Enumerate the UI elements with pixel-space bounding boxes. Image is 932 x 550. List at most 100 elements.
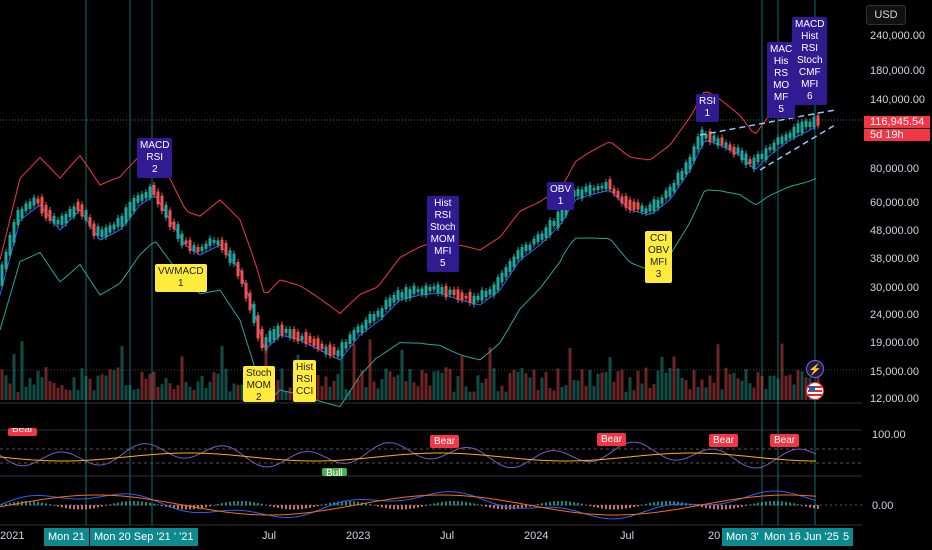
volume-bar (564, 385, 568, 400)
volume-bar (712, 382, 716, 400)
price-tick: 19,000.00 (870, 337, 919, 349)
bear-pill[interactable]: Bear (430, 435, 460, 448)
candle-body (204, 243, 208, 249)
volume-bar (360, 370, 364, 400)
macd-histogram-bar (293, 505, 295, 510)
candle-body (464, 295, 468, 299)
macd-histogram-bar (665, 501, 667, 506)
us-flag-icon[interactable] (806, 382, 824, 400)
bear-pill[interactable]: Bear (709, 434, 739, 447)
bear-pill[interactable]: Bear (597, 433, 627, 446)
candle-body (312, 338, 316, 346)
candle-body (40, 196, 44, 214)
bull-signal-label[interactable]: Hist RSI CCI (293, 360, 317, 402)
macd-histogram-bar (737, 505, 739, 508)
candle-body (116, 218, 120, 227)
bull-signal-label[interactable]: Stoch MOM 2 (243, 366, 275, 402)
macd-histogram-bar (465, 501, 467, 506)
bull-signal-label[interactable]: CCI OBV MFI 3 (645, 231, 673, 283)
candle-body (88, 217, 92, 227)
macd-histogram-bar (601, 505, 603, 509)
bear-signal-label[interactable]: OBV 1 (547, 182, 575, 210)
candle-body (344, 341, 348, 349)
price-axis[interactable] (862, 0, 932, 550)
volume-bar (600, 372, 604, 400)
candle-body (692, 146, 696, 162)
volume-bar (400, 349, 404, 400)
candle-body (608, 179, 612, 190)
candle-body (588, 184, 592, 195)
lower-band-line (0, 177, 817, 408)
volume-bar (788, 374, 792, 400)
candle-body (812, 116, 816, 128)
candle-body (60, 215, 64, 225)
volume-bar (168, 383, 172, 400)
bear-signal-label[interactable]: RSI 1 (696, 94, 719, 122)
macd-histogram-bar (353, 501, 355, 506)
volume-bar (280, 368, 284, 400)
macd-histogram-bar (713, 505, 715, 510)
macd-histogram-bar (85, 505, 87, 510)
candle-body (4, 251, 8, 269)
volume-bar (536, 389, 540, 400)
candle-body (104, 227, 108, 238)
macd-histogram-bar (461, 501, 463, 506)
macd-line (0, 490, 817, 520)
candle-body (808, 121, 812, 127)
candle-body (360, 325, 364, 333)
volume-bar (224, 368, 228, 400)
bear-signal-label[interactable]: MACD RSI 2 (137, 138, 173, 178)
volume-bar (776, 378, 780, 400)
macd-histogram-bar (117, 502, 119, 506)
macd-histogram-bar (621, 505, 623, 510)
candle-body (280, 324, 284, 336)
macd-histogram-bar (617, 505, 619, 510)
macd-histogram-bar (485, 505, 487, 507)
macd-histogram-bar (245, 501, 247, 506)
candle-body (408, 289, 412, 299)
volume-bar (188, 386, 192, 400)
candle-body (240, 270, 244, 285)
volume-bar (644, 367, 648, 400)
candle-body (760, 153, 764, 160)
candle-body (620, 196, 624, 204)
macd-histogram-bar (549, 501, 551, 506)
volume-bar (72, 377, 76, 400)
macd-histogram-bar (265, 504, 267, 506)
candle-body (484, 291, 488, 297)
bear-signal-label[interactable]: Hist RSI Stoch MOM MFI 5 (427, 196, 459, 272)
bear-signal-label[interactable]: MAC His RS MO MF 5 (767, 42, 796, 118)
candle-body (328, 344, 332, 356)
candle-body (584, 186, 588, 193)
candle-body (668, 186, 672, 197)
bull-signal-label[interactable]: VWMACD 1 (155, 264, 207, 292)
candle-body (600, 185, 604, 189)
time-highlight: ' '21 (170, 528, 198, 546)
candle-body (448, 289, 452, 295)
candle-body (324, 346, 328, 355)
candle-body (156, 191, 160, 205)
macd-histogram-bar (241, 501, 243, 506)
volume-bar (368, 339, 372, 400)
candle-body (336, 350, 340, 357)
price-chart-svg[interactable] (0, 0, 862, 550)
candle-body (44, 204, 48, 219)
bear-pill[interactable]: Bear (8, 428, 38, 436)
lightning-icon[interactable]: ⚡ (806, 360, 824, 378)
bear-signal-label[interactable]: MACD Hist RSI Stoch CMF MFI 6 (792, 17, 828, 105)
candle-body (740, 150, 744, 161)
candle-body (744, 153, 748, 166)
macd-histogram-bar (481, 505, 483, 506)
currency-button[interactable]: USD (866, 5, 906, 25)
volume-bar (96, 375, 100, 400)
macd-histogram-bar (741, 505, 743, 507)
macd-histogram-bar (273, 505, 275, 508)
macd-histogram-bar (705, 505, 707, 509)
volume-bar (140, 371, 144, 400)
bear-pill[interactable]: Bear (770, 434, 800, 447)
bull-pill[interactable]: Bull (322, 468, 347, 476)
candle-body (152, 184, 156, 196)
volume-bar (640, 383, 644, 400)
macd-histogram-bar (269, 505, 271, 507)
